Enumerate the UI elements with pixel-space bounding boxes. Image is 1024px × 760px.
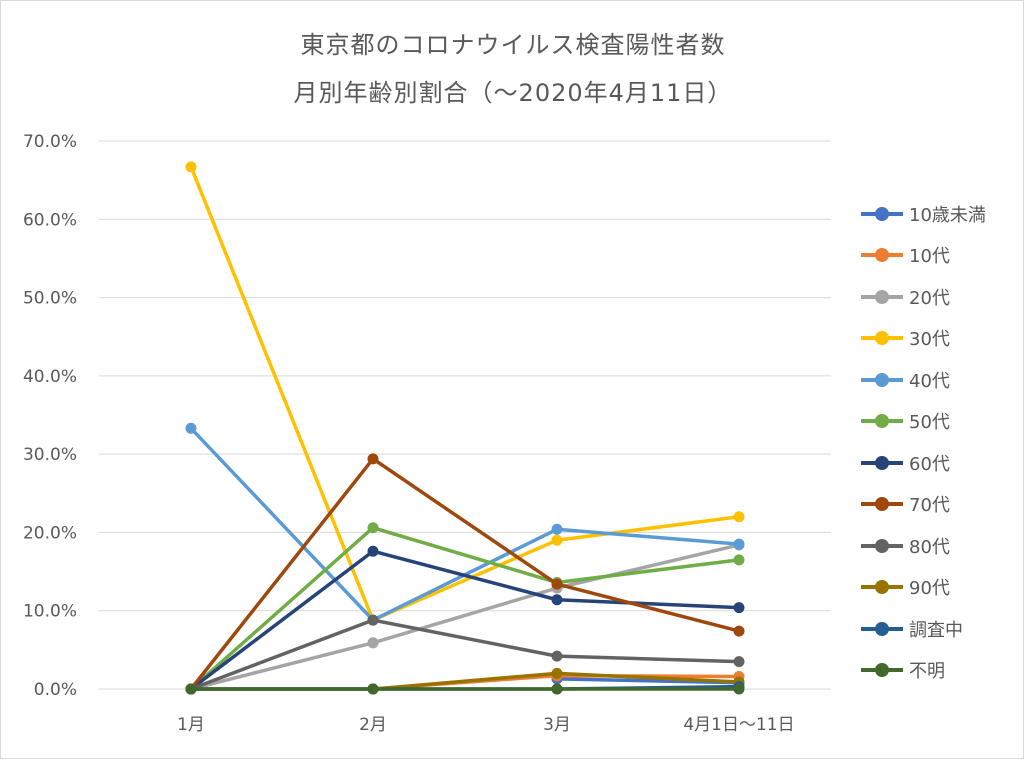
legend-swatch [859,248,905,263]
legend-item: 20代 [859,276,1019,318]
legend-swatch [859,206,905,221]
legend-item: 10歳未満 [859,193,1019,235]
y-tick-label: 60.0% [23,210,77,230]
legend-label: 不明 [909,661,945,683]
data-point [551,523,563,535]
legend-swatch [859,331,905,346]
legend-swatch [859,455,905,470]
legend-swatch [859,580,905,595]
legend-label: 50代 [909,412,950,434]
y-tick-label: 70.0% [23,132,77,152]
data-point [733,554,745,566]
x-tick-label: 4月1日～11日 [683,715,794,735]
y-tick-label: 40.0% [23,367,77,387]
data-point [551,650,563,662]
data-point [367,683,379,695]
x-tick-label: 3月 [543,715,571,735]
legend-label: 10代 [909,246,950,268]
legend-item: 80代 [859,525,1019,567]
data-point [733,511,745,523]
data-point [733,538,745,550]
data-point [551,578,563,590]
legend-swatch [859,372,905,387]
legend-label: 70代 [909,495,950,517]
legend-item: 10代 [859,235,1019,277]
legend-label: 80代 [909,536,950,558]
legend-label: 30代 [909,329,950,351]
legend-label: 90代 [909,578,950,600]
data-point [367,453,379,465]
series-line-4 [189,165,741,622]
data-point [185,683,197,695]
y-tick-label: 0.0% [34,680,77,700]
series-line-7 [189,549,741,691]
legend-swatch [859,663,905,678]
x-tick-label: 1月 [177,715,205,735]
data-point [551,534,563,546]
legend-label: 調査中 [909,619,963,641]
data-point [733,656,745,668]
legend-swatch [859,414,905,429]
y-tick-label: 50.0% [23,289,77,309]
data-point [367,614,379,626]
data-point [551,683,563,695]
y-tick-label: 20.0% [23,523,77,543]
legend-item: 30代 [859,318,1019,360]
legend-swatch [859,497,905,512]
data-point [551,594,563,606]
chart-title-line2: 月別年齢別割合（～2020年4月11日） [293,79,733,107]
y-tick-label: 10.0% [23,602,77,622]
legend-item: 40代 [859,359,1019,401]
data-point [367,545,379,557]
legend-item: 50代 [859,401,1019,443]
legend-item: 60代 [859,442,1019,484]
legend-item: 調査中 [859,608,1019,650]
series-line-3 [189,543,741,691]
legend-item: 不明 [859,650,1019,692]
legend-label: 10歳未満 [909,204,986,226]
legend-label: 60代 [909,453,950,475]
legend-swatch [859,538,905,553]
y-tick-label: 30.0% [23,445,77,465]
series-line-9 [189,618,741,691]
chart-title-line1: 東京都のコロナウイルス検査陽性者数 [300,31,726,59]
legend: 10歳未満 10代 20代 30代 40代 50代 60代 70代 80代 90代調査中不明 [859,193,1019,691]
data-point [367,522,379,534]
legend-item: 70代 [859,484,1019,526]
data-point [733,625,745,637]
data-point [185,422,197,434]
data-point [367,637,379,649]
series-line-8 [189,457,741,691]
data-point [185,161,197,173]
data-point [733,683,745,695]
legend-swatch [859,289,905,304]
legend-swatch [859,621,905,636]
legend-label: 40代 [909,370,950,392]
data-point [551,667,563,679]
x-tick-label: 2月 [359,715,387,735]
legend-item: 90代 [859,567,1019,609]
series-line-5 [189,426,741,622]
data-point [733,602,745,614]
series-line-6 [189,525,741,691]
legend-label: 20代 [909,287,950,309]
